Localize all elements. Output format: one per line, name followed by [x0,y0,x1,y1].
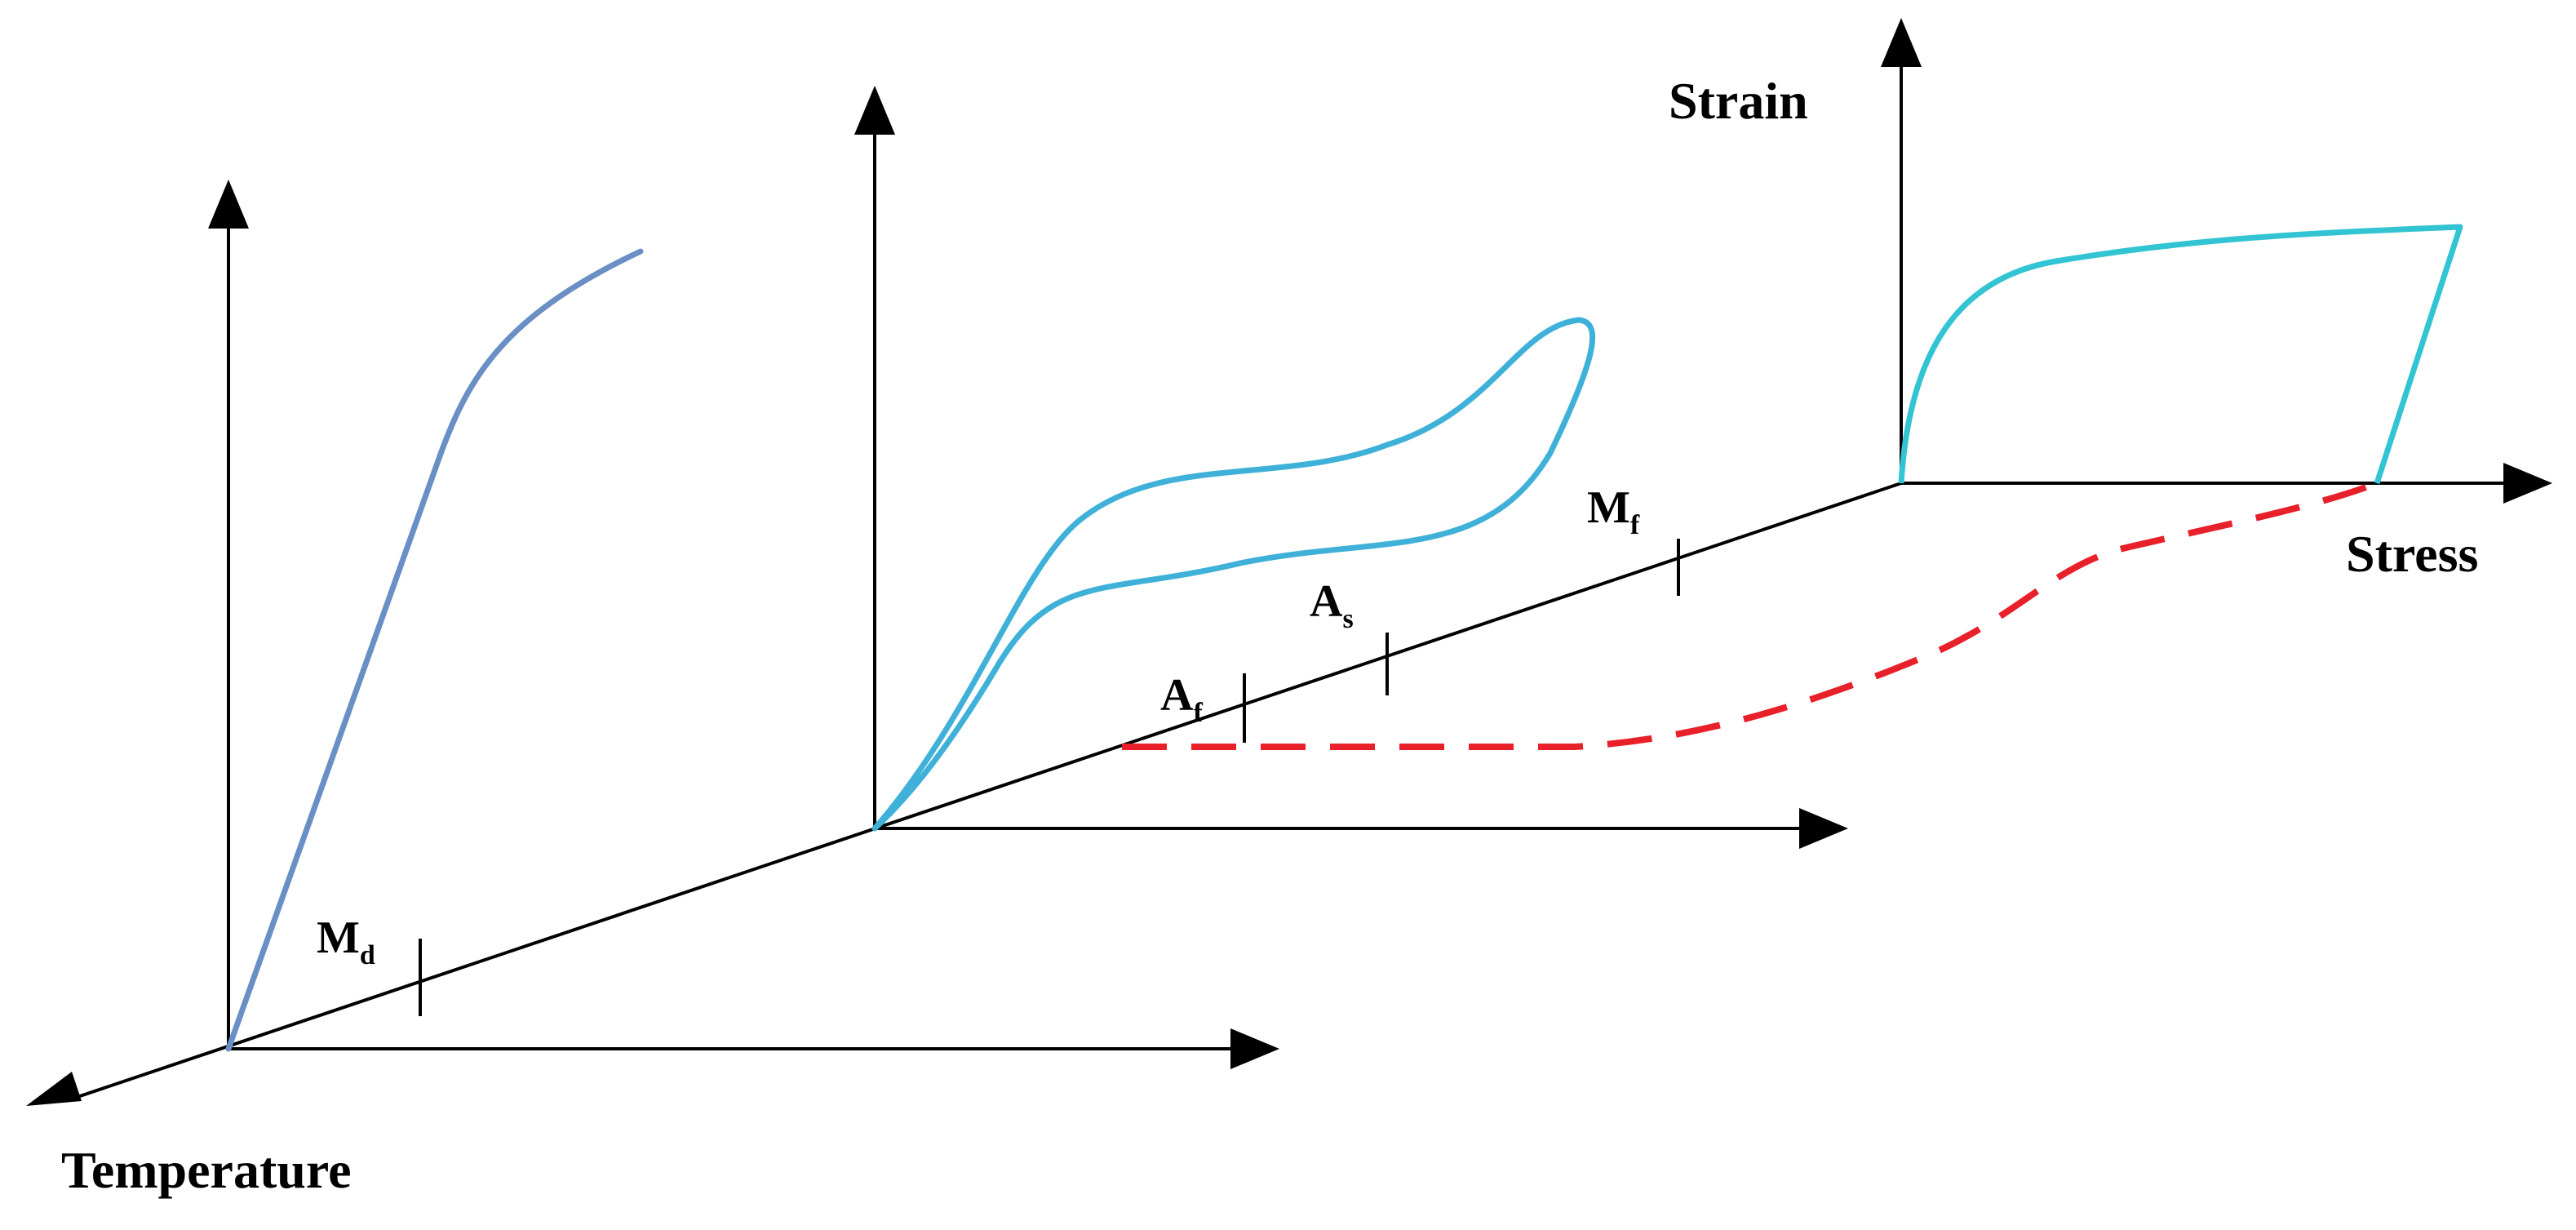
tick-label-mf: Mf [1587,482,1640,540]
temperature-axis-arrowhead [26,1072,82,1106]
tick-label-as-main: A [1310,576,1343,627]
right-curve [1898,224,2463,485]
tick-label-as-sub: s [1342,604,1353,634]
left-strain-arrowhead [208,180,249,229]
tick-label-md: Md [317,913,375,970]
right-strain-arrowhead [1881,18,1922,67]
middle-stress-arrowhead [1799,808,1848,849]
middle-hysteresis-loop [871,317,1595,832]
tick-label-mf-sub: f [1630,510,1640,540]
left-panel-axes [208,180,1279,1069]
right-stress-arrowhead [2503,463,2552,504]
middle-panel-axes [854,86,1848,849]
temperature-axis [26,482,1902,1106]
left-curve [225,248,644,1052]
left-stress-arrowhead [1230,1028,1279,1069]
strain-axis-label: Strain [1669,72,1808,130]
tick-label-af: Af [1160,670,1203,728]
right-panel-axes [1881,18,2552,504]
tick-label-af-sub: f [1193,698,1203,728]
tick-label-as: As [1310,576,1354,634]
middle-strain-arrowhead [854,86,895,135]
recovery-dashed-curve [1122,480,2379,750]
stress-axis-label: Stress [2346,525,2478,583]
temperature-axis-label: Temperature [61,1141,352,1199]
tick-label-md-main: M [317,913,360,963]
tick-label-mf-main: M [1587,482,1630,533]
tick-label-af-main: A [1160,670,1194,721]
tick-label-md-sub: d [360,940,375,970]
